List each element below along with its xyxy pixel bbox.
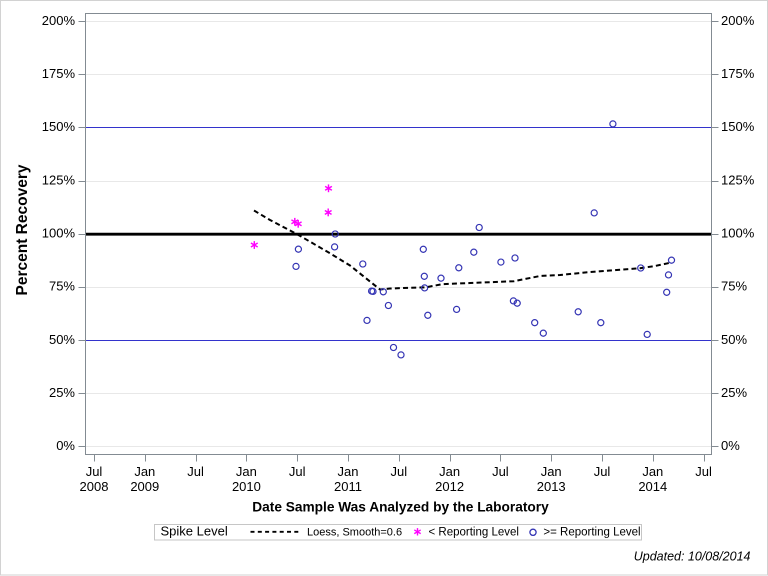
svg-text:2013: 2013 [537, 479, 566, 494]
svg-text:75%: 75% [49, 279, 75, 294]
svg-text:2009: 2009 [130, 479, 159, 494]
svg-text:Jul: Jul [390, 464, 407, 479]
svg-text:2014: 2014 [638, 479, 667, 494]
svg-text:150%: 150% [42, 119, 76, 134]
svg-text:2008: 2008 [80, 479, 109, 494]
svg-text:Jul: Jul [289, 464, 306, 479]
svg-text:Jan: Jan [439, 464, 460, 479]
svg-text:200%: 200% [42, 13, 76, 28]
svg-text:< Reporting Level: < Reporting Level [429, 527, 519, 539]
svg-text:Jul: Jul [695, 464, 712, 479]
svg-text:125%: 125% [42, 172, 76, 187]
svg-text:Updated: 10/08/2014: Updated: 10/08/2014 [634, 550, 751, 564]
svg-text:125%: 125% [721, 172, 755, 187]
svg-text:Jul: Jul [86, 464, 103, 479]
svg-text:Percent Recovery: Percent Recovery [14, 164, 31, 295]
svg-text:0%: 0% [56, 438, 75, 453]
svg-text:Date Sample Was Analyzed by th: Date Sample Was Analyzed by the Laborato… [252, 500, 549, 515]
svg-text:50%: 50% [49, 332, 75, 347]
svg-text:Jul: Jul [492, 464, 509, 479]
svg-text:2012: 2012 [435, 479, 464, 494]
svg-text:Jan: Jan [642, 464, 663, 479]
svg-text:175%: 175% [42, 66, 76, 81]
svg-text:Jan: Jan [338, 464, 359, 479]
svg-text:75%: 75% [721, 279, 747, 294]
svg-text:0%: 0% [721, 438, 740, 453]
svg-text:200%: 200% [721, 13, 755, 28]
svg-text:Loess, Smooth=0.6: Loess, Smooth=0.6 [307, 527, 402, 539]
svg-text:2010: 2010 [232, 479, 261, 494]
svg-text:Jan: Jan [236, 464, 257, 479]
svg-text:25%: 25% [721, 385, 747, 400]
svg-text:Jul: Jul [594, 464, 611, 479]
svg-text:Jul: Jul [187, 464, 204, 479]
svg-text:150%: 150% [721, 119, 755, 134]
svg-text:2011: 2011 [334, 479, 362, 494]
svg-text:175%: 175% [721, 66, 755, 81]
svg-text:100%: 100% [721, 226, 755, 241]
svg-text:100%: 100% [42, 226, 76, 241]
svg-text:>= Reporting Level: >= Reporting Level [543, 527, 640, 539]
svg-text:50%: 50% [721, 332, 747, 347]
svg-text:Jan: Jan [134, 464, 155, 479]
svg-text:25%: 25% [49, 385, 75, 400]
svg-text:Spike Level: Spike Level [161, 524, 228, 539]
svg-text:Jan: Jan [541, 464, 562, 479]
